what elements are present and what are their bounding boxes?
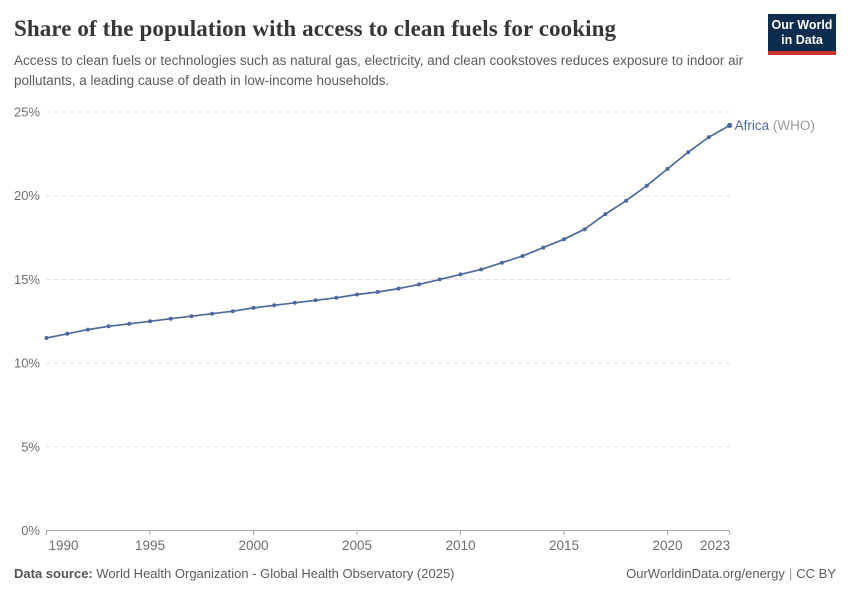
x-tick-label: 2000 xyxy=(238,538,268,553)
x-tick-label: 2005 xyxy=(342,538,372,553)
data-point-1999[interactable] xyxy=(230,309,235,314)
y-tick-label: 5% xyxy=(21,439,40,454)
data-point-2021[interactable] xyxy=(686,150,691,155)
africa-trend-line[interactable] xyxy=(46,124,731,339)
data-point-2022[interactable] xyxy=(706,135,711,140)
data-point-2011[interactable] xyxy=(479,267,484,272)
x-tick-label: 2023 xyxy=(700,538,730,553)
data-point-2007[interactable] xyxy=(396,286,401,291)
y-tick-label: 25% xyxy=(14,105,40,120)
y-tick-label: 0% xyxy=(21,523,40,538)
line-chart[interactable]: 0% 5% 10% 15% 20% 25% 1990 1995 2000 2005 2010 2015… xyxy=(0,95,850,560)
data-point-1998[interactable] xyxy=(210,311,215,316)
data-point-2017[interactable] xyxy=(603,212,608,217)
chart-header: Share of the population with access to c… xyxy=(0,0,850,91)
data-point-1993[interactable] xyxy=(106,324,111,329)
data-point-2005[interactable] xyxy=(355,292,359,297)
owid-logo-line2: in Data xyxy=(781,33,823,47)
data-source-label: Data source: xyxy=(14,566,93,581)
data-point-2001[interactable] xyxy=(272,303,277,308)
y-tick-label: 15% xyxy=(14,272,40,287)
x-tick-label: 2020 xyxy=(652,538,682,553)
data-point-2018[interactable] xyxy=(624,198,629,203)
data-point-1995[interactable] xyxy=(148,319,152,324)
data-point-2002[interactable] xyxy=(292,300,297,305)
data-point-2020[interactable] xyxy=(665,166,670,171)
data-point-2009[interactable] xyxy=(437,277,442,282)
data-point-2012[interactable] xyxy=(499,260,504,265)
owid-url-link[interactable]: OurWorldinData.org/energy xyxy=(626,566,785,581)
data-point-2004[interactable] xyxy=(334,295,339,300)
data-point-1990[interactable] xyxy=(44,336,49,340)
data-point-1991[interactable] xyxy=(65,331,70,336)
y-tick-label: 20% xyxy=(14,188,40,203)
x-tick-label: 1995 xyxy=(135,538,165,553)
data-point-2019[interactable] xyxy=(644,183,649,188)
data-point-1996[interactable] xyxy=(168,316,173,321)
data-point-2010[interactable] xyxy=(458,272,463,277)
data-point-1992[interactable] xyxy=(85,327,90,332)
x-tick-label: 2010 xyxy=(445,538,475,553)
data-point-2013[interactable] xyxy=(520,254,525,258)
data-point-1994[interactable] xyxy=(127,321,132,326)
data-point-2003[interactable] xyxy=(313,298,318,303)
data-point-2000[interactable] xyxy=(251,305,256,310)
data-source-text: World Health Organization - Global Healt… xyxy=(92,566,455,581)
data-point-2015[interactable] xyxy=(562,237,566,242)
data-point-2023[interactable] xyxy=(727,122,733,128)
data-point-2008[interactable] xyxy=(417,282,422,287)
data-point-2014[interactable] xyxy=(541,245,546,250)
owid-logo[interactable]: Our World in Data xyxy=(768,14,836,55)
y-tick-label: 10% xyxy=(14,356,40,371)
data-point-1997[interactable] xyxy=(189,314,194,319)
license-label: CC BY xyxy=(796,566,836,581)
owid-logo-line1: Our World xyxy=(771,18,833,32)
data-point-2016[interactable] xyxy=(582,227,587,232)
series-label-africa[interactable]: Africa (WHO) xyxy=(735,118,815,133)
x-tick-label: 1990 xyxy=(49,538,79,553)
footer-separator: | xyxy=(788,566,793,581)
x-tick-label: 2015 xyxy=(549,538,579,553)
chart-subtitle: Access to clean fuels or technologies su… xyxy=(14,53,744,88)
data-point-2006[interactable] xyxy=(375,290,380,294)
chart-title: Share of the population with access to c… xyxy=(14,16,617,41)
chart-footer: Data source: World Health Organization -… xyxy=(0,566,850,581)
